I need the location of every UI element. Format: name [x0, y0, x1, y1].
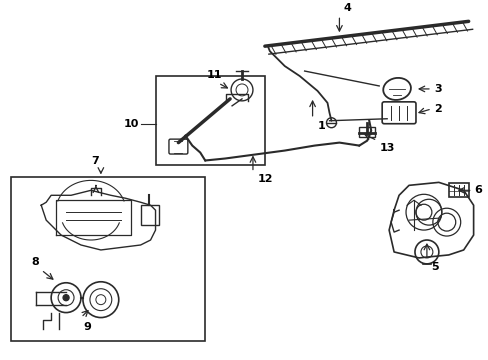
Text: 13: 13 [378, 143, 394, 153]
Bar [141, 205, 158, 225]
Bar [11, 177, 205, 341]
Text: 6: 6 [474, 185, 482, 195]
Text: 3: 3 [433, 84, 441, 94]
Text: 12: 12 [257, 174, 273, 184]
Text: 11: 11 [206, 70, 221, 80]
Bar [155, 76, 264, 166]
Text: 7: 7 [91, 157, 99, 166]
Text: 9: 9 [83, 321, 91, 332]
Bar [359, 127, 374, 137]
Text: 8: 8 [31, 257, 39, 267]
Circle shape [63, 295, 69, 301]
Bar [448, 183, 468, 197]
Text: 2: 2 [433, 104, 441, 114]
Text: 1: 1 [317, 121, 325, 131]
Text: 5: 5 [430, 262, 438, 272]
Text: 4: 4 [343, 3, 350, 13]
Text: 10: 10 [123, 119, 139, 129]
